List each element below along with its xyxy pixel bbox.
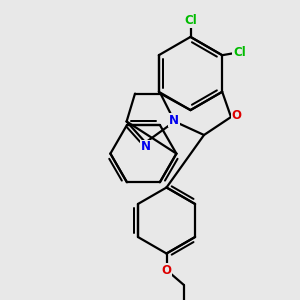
Text: Cl: Cl	[233, 46, 246, 59]
Text: N: N	[169, 113, 179, 127]
Text: N: N	[141, 140, 151, 154]
Text: Cl: Cl	[184, 14, 197, 27]
Text: O: O	[161, 263, 172, 277]
Text: O: O	[231, 109, 242, 122]
